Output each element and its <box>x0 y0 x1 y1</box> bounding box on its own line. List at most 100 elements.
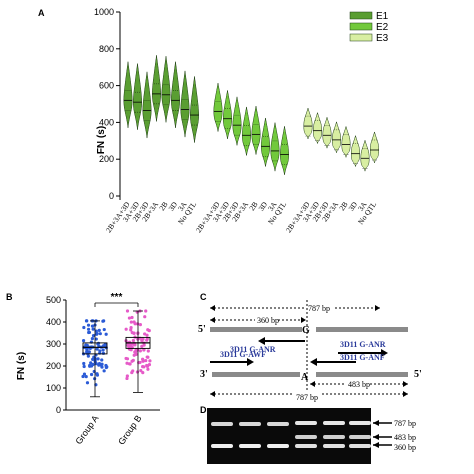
data-point <box>141 371 145 375</box>
data-point <box>143 332 147 336</box>
data-point <box>101 319 105 323</box>
data-point <box>135 370 140 374</box>
legend-swatch-E2 <box>349 22 373 31</box>
data-point <box>84 375 88 379</box>
data-point <box>86 327 91 331</box>
data-point <box>144 309 148 313</box>
arrow-left-icon <box>310 381 315 387</box>
data-point <box>125 309 130 313</box>
primer-diagram: 787 bp 360 bp 5' G 3D11 G-ANR 3D11 G-AWF… <box>198 300 422 402</box>
panel-b-label: B <box>6 292 13 302</box>
data-point <box>95 373 100 377</box>
arrow-right-icon <box>375 305 380 311</box>
data-point <box>101 351 106 355</box>
band-787-label: 787 bp <box>394 419 416 428</box>
x-tick-label: 2B <box>157 200 169 212</box>
data-point <box>133 322 137 326</box>
arrow-left-icon <box>373 420 379 426</box>
data-point <box>82 325 86 330</box>
violin-E1 <box>123 61 133 128</box>
data-point <box>82 372 87 376</box>
y-tick-label: 400 <box>99 117 114 127</box>
legend-swatch-E1 <box>349 11 373 20</box>
primer-awf-label: 3D11 G-AWF <box>220 350 266 359</box>
primer-anf-label: 3D11 G-ANF <box>340 353 385 362</box>
box-plot: 0 100 200 300 400 500 Group A Group B *** <box>46 292 160 447</box>
data-point <box>97 328 101 332</box>
panel-b-ylabel: FN (s) <box>16 352 27 380</box>
data-point <box>85 381 90 385</box>
arrow-left-icon <box>373 442 379 448</box>
arrow-left-icon <box>373 434 379 440</box>
arrow-left-icon <box>210 391 215 397</box>
gel-bands <box>211 421 371 448</box>
violin-plot: 020040060080010002B+3A+3D3A+3D2B+3D2B+3A… <box>94 7 379 234</box>
legend-label-E2: E2 <box>376 22 389 33</box>
data-point <box>130 315 134 320</box>
violin-E2 <box>280 126 289 175</box>
gel-band-483 <box>349 435 371 439</box>
data-point <box>94 329 98 333</box>
data-point <box>85 319 89 323</box>
y-tick-label: 1000 <box>94 7 114 17</box>
data-point <box>139 369 143 373</box>
data-point <box>88 363 92 368</box>
arrow-left-icon <box>210 317 215 323</box>
data-point <box>102 369 106 373</box>
gel-band-483 <box>295 435 317 439</box>
data-point <box>127 316 132 320</box>
panel-c-label: C <box>200 292 207 302</box>
primer-anr2-label: 3D11 G-ANR <box>340 340 386 349</box>
panel-d-label: D <box>200 405 207 415</box>
violin-E3 <box>313 111 322 145</box>
x-tick-label: 2B <box>337 200 349 212</box>
data-point <box>81 338 86 343</box>
gel-band-360 <box>349 444 371 448</box>
data-point <box>98 332 102 336</box>
data-point <box>90 337 94 341</box>
data-point <box>81 374 85 379</box>
data-point <box>129 325 133 330</box>
strand-end-5-top: 5' <box>198 324 206 335</box>
gel-band-360 <box>323 444 345 448</box>
x-tick-label: Group A <box>74 413 101 446</box>
data-point <box>140 339 144 343</box>
violin-E2 <box>242 106 251 156</box>
arrow-right-icon <box>381 349 388 357</box>
y-tick-label: 0 <box>56 405 61 415</box>
gel-band-787 <box>349 421 371 425</box>
violin-E1 <box>161 56 171 123</box>
data-point <box>129 348 133 352</box>
y-tick-label: 200 <box>46 361 61 371</box>
y-tick-label: 200 <box>99 154 114 164</box>
arrow-right-icon <box>403 381 408 387</box>
data-point <box>134 352 138 356</box>
gel-band-787 <box>323 421 345 425</box>
data-point <box>91 327 95 331</box>
gel-band-360 <box>239 444 261 448</box>
data-point <box>89 361 93 365</box>
violin-E1 <box>133 63 142 130</box>
length-787-bottom: 787 bp <box>296 393 318 402</box>
data-point <box>86 323 91 327</box>
data-point <box>147 329 151 333</box>
data-point <box>98 349 102 353</box>
y-tick-label: 0 <box>109 191 114 201</box>
data-point <box>127 362 131 366</box>
dna-strand <box>316 327 408 332</box>
violin-E1 <box>190 76 199 143</box>
data-point <box>145 364 150 368</box>
data-point <box>141 365 145 369</box>
strand-end-3-left: 3' <box>200 369 208 380</box>
dna-strand <box>212 372 300 377</box>
data-point <box>145 338 149 342</box>
data-point <box>104 365 108 370</box>
data-point <box>142 343 146 347</box>
violin-E3 <box>322 116 332 150</box>
violin-E1 <box>152 55 161 122</box>
length-483: 483 bp <box>348 380 370 389</box>
violin-E3 <box>360 139 370 173</box>
x-tick-label: 2B <box>247 200 259 212</box>
arrow-right-icon <box>301 317 306 323</box>
